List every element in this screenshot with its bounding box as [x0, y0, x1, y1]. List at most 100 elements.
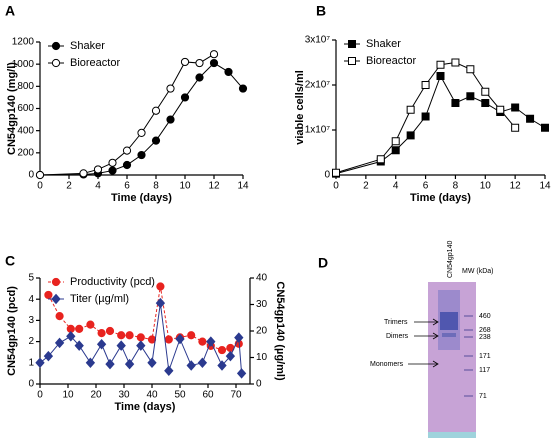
x-tick-label: 20 — [90, 390, 102, 401]
y2-tick-label: 40 — [256, 273, 268, 284]
x-tick-label: 10 — [480, 181, 492, 192]
marker — [217, 360, 227, 371]
panel-label: B — [316, 3, 326, 19]
y-tick-label: 800 — [17, 81, 34, 92]
marker — [97, 329, 106, 338]
marker — [481, 87, 490, 96]
marker — [166, 115, 175, 124]
marker — [391, 137, 400, 146]
marker — [186, 360, 196, 371]
marker — [137, 128, 146, 137]
marker — [421, 81, 430, 89]
x-tick-label: 0 — [37, 181, 43, 192]
marker — [198, 337, 207, 346]
marker — [155, 297, 166, 309]
marker — [511, 103, 520, 112]
marker — [108, 166, 117, 175]
x-tick-label: 0 — [37, 390, 43, 401]
marker — [54, 337, 65, 349]
marker — [209, 50, 219, 59]
x-tick-label: 8 — [453, 181, 459, 192]
y-tick-label: 600 — [17, 103, 34, 114]
x-tick-label: 12 — [208, 181, 220, 192]
y-tick-label: 0 — [28, 170, 34, 181]
marker — [164, 335, 173, 344]
panel-label: C — [5, 253, 15, 269]
x-tick-label: 14 — [237, 181, 249, 192]
marker — [195, 58, 204, 68]
x-tick-label: 6 — [423, 181, 429, 192]
marker — [147, 357, 157, 369]
marker — [224, 67, 233, 77]
x-tick-label: 0 — [333, 181, 339, 192]
marker — [96, 338, 107, 350]
legend-marker — [348, 40, 356, 48]
marker — [75, 324, 84, 333]
mw-marker: 460 — [479, 313, 491, 320]
y2-tick-label: 0 — [256, 379, 262, 390]
x-tick-label: 4 — [393, 181, 399, 192]
legend-label: Shaker — [70, 40, 105, 52]
marker — [122, 146, 132, 155]
marker — [151, 106, 161, 115]
mw-marker: 117 — [479, 367, 490, 374]
marker — [436, 60, 445, 69]
marker — [122, 160, 132, 170]
y-axis-label: viable cells/ml — [294, 70, 306, 145]
marker — [526, 114, 535, 123]
marker — [466, 65, 475, 74]
marker — [234, 332, 244, 343]
mw-marker: 171 — [479, 353, 491, 360]
x-tick-label: 2 — [363, 181, 369, 192]
legend-marker — [51, 41, 61, 51]
series-line — [39, 53, 215, 176]
panel-label: A — [5, 3, 15, 19]
y-tick-label: 1 — [28, 357, 34, 368]
y2-axis-label: CN54gp140 (µg/ml) — [274, 281, 286, 381]
x-tick-label: 30 — [118, 390, 130, 401]
trimer-band — [440, 312, 458, 330]
marker — [44, 290, 53, 300]
marker — [66, 331, 76, 342]
gel-front — [428, 432, 476, 438]
ladder — [464, 315, 473, 397]
marker — [55, 312, 64, 321]
marker — [225, 350, 236, 362]
ladder-band — [464, 329, 473, 331]
y-axis-label: CN54gp140 (mg/l) — [6, 62, 18, 155]
band-label: Monomers — [370, 361, 404, 368]
y-tick-label: 200 — [17, 147, 34, 158]
ladder-band — [464, 355, 473, 357]
marker — [79, 169, 88, 178]
marker — [175, 333, 185, 345]
mw-marker: 238 — [479, 334, 491, 341]
y-tick-label: 1000 — [12, 59, 35, 70]
mw-label: MW (kDa) — [462, 268, 494, 275]
arrows — [408, 318, 439, 368]
marker — [436, 72, 445, 80]
ladder-band — [464, 315, 473, 317]
y2-tick-label: 10 — [256, 352, 268, 363]
ladder-band — [464, 336, 473, 338]
marker — [166, 84, 175, 93]
marker — [541, 123, 549, 132]
marker — [125, 331, 134, 340]
marker — [376, 155, 385, 164]
marker — [43, 350, 54, 362]
marker — [151, 136, 161, 145]
marker — [180, 93, 190, 102]
band-label: Dimers — [386, 333, 409, 340]
marker — [195, 73, 204, 82]
marker — [108, 158, 117, 167]
y-tick-label: 2 — [28, 336, 34, 347]
x-tick-label: 10 — [179, 181, 191, 192]
marker — [105, 326, 115, 336]
marker — [217, 345, 227, 355]
y-tick-label: 2x10⁷ — [305, 80, 331, 91]
x-tick-label: 60 — [202, 390, 214, 401]
legend-label: Bioreactor — [366, 55, 416, 67]
marker — [451, 99, 460, 107]
legend-marker — [348, 57, 356, 65]
marker — [74, 340, 84, 351]
marker — [206, 336, 216, 347]
